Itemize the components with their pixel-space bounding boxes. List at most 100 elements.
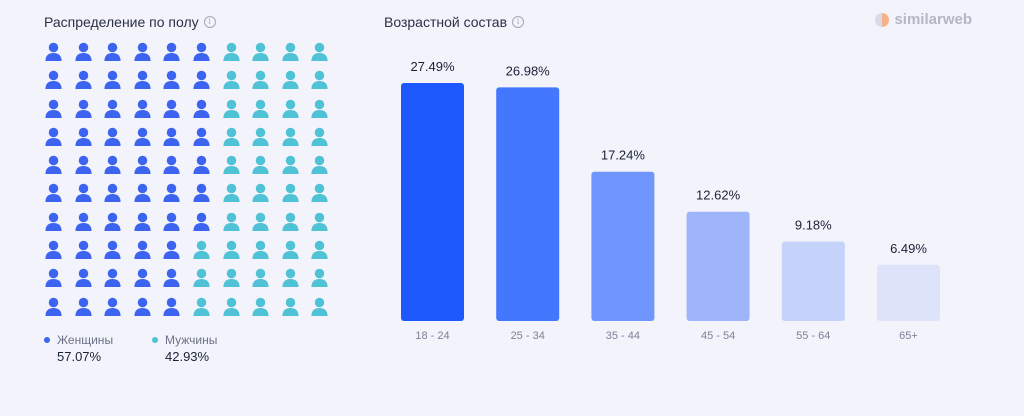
person-icon-women: [163, 184, 180, 203]
person-icon-men: [282, 240, 299, 260]
similarweb-logo-icon: [875, 12, 890, 27]
person-icon-women: [134, 184, 151, 203]
person-icon-women: [193, 155, 210, 175]
person-icon-women: [75, 99, 92, 118]
person-icon-women: [134, 240, 151, 260]
age-bar-value-label: 17.24%: [601, 148, 646, 163]
person-icon-men: [222, 184, 240, 203]
person-icon-men: [311, 42, 328, 61]
person-icon-men: [193, 240, 210, 260]
age-category-label: 18 - 24: [415, 330, 449, 342]
person-icon-women: [104, 269, 121, 288]
person-icon-men: [193, 297, 210, 316]
person-icon-men: [252, 127, 269, 146]
person-icon-women: [163, 155, 180, 175]
person-icon-women: [193, 184, 210, 203]
person-icon-women: [45, 71, 62, 90]
person-icon-men: [252, 99, 269, 118]
person-icon-women: [163, 269, 180, 288]
person-icon-men: [222, 269, 240, 288]
legend-women: Женщины 57.07%: [44, 333, 113, 364]
person-icon-women: [104, 240, 121, 260]
person-icon-women: [104, 155, 121, 175]
age-bar-0[interactable]: [401, 83, 464, 321]
age-bar-value-label: 12.62%: [696, 188, 741, 203]
person-icon-men: [282, 155, 299, 175]
person-icon-women: [45, 99, 62, 118]
age-bar-2[interactable]: [591, 171, 655, 321]
person-icon-men: [311, 297, 328, 316]
person-icon-women: [193, 71, 210, 90]
age-bar-4[interactable]: [781, 241, 845, 321]
age-bar-3[interactable]: [686, 211, 750, 321]
person-icon-women: [75, 269, 92, 288]
person-icon-men: [252, 155, 269, 175]
person-icon-women: [45, 184, 62, 203]
person-icon-women: [75, 212, 92, 231]
info-icon[interactable]: i: [512, 16, 525, 28]
person-icon-women: [134, 99, 151, 118]
person-icon-men: [282, 269, 299, 288]
age-bar-value-label: 6.49%: [890, 241, 927, 256]
person-icon-men: [222, 99, 240, 118]
person-icon-women: [163, 42, 180, 61]
person-icon-women: [163, 240, 180, 260]
person-icon-men: [193, 269, 210, 288]
person-icon-women: [45, 297, 62, 316]
person-icon-women: [193, 99, 210, 118]
person-icon-women: [163, 127, 180, 146]
legend-women-label: Женщины: [57, 333, 114, 347]
age-bar-5[interactable]: [877, 264, 940, 321]
age-category-label: 45 - 54: [701, 330, 735, 342]
person-icon-men: [282, 297, 299, 316]
age-title-text: Возрастной состав: [384, 14, 508, 30]
person-icon-women: [45, 240, 62, 260]
gender-title: Распределение по полу i: [44, 14, 216, 30]
info-icon[interactable]: i: [203, 16, 216, 28]
legend-men-dot: [152, 337, 158, 343]
person-icon-women: [75, 240, 92, 260]
person-icon-women: [45, 155, 62, 175]
person-icon-men: [222, 212, 240, 231]
person-icon-women: [75, 184, 92, 203]
age-category-label: 25 - 34: [511, 330, 545, 342]
person-icon-men: [252, 297, 269, 316]
person-icon-men: [282, 42, 299, 61]
person-icon-women: [193, 127, 210, 146]
age-bar-value-label: 27.49%: [410, 59, 455, 74]
person-icon-men: [311, 212, 328, 231]
person-icon-men: [252, 269, 269, 288]
person-icon-men: [282, 71, 299, 90]
legend-men-label: Мужчины: [165, 333, 218, 347]
person-icon-men: [252, 71, 269, 90]
person-icon-men: [311, 127, 328, 146]
person-icon-men: [282, 184, 299, 203]
age-bar-value-label: 26.98%: [506, 63, 551, 78]
person-icon-women: [45, 212, 62, 231]
person-icon-women: [134, 297, 151, 316]
person-icon-women: [163, 71, 180, 90]
person-icon-men: [252, 42, 269, 61]
similarweb-logo: similarweb: [875, 11, 972, 28]
person-icon-women: [134, 269, 151, 288]
age-category-label: 55 - 64: [796, 330, 830, 342]
person-icon-women: [134, 212, 151, 231]
age-bar-value-label: 9.18%: [795, 218, 832, 233]
person-icon-men: [282, 212, 299, 231]
age-bar-1[interactable]: [496, 87, 560, 321]
person-icon-men: [252, 240, 269, 260]
logo-text: similarweb: [894, 11, 972, 28]
person-icon-men: [311, 269, 328, 288]
person-icon-men: [311, 71, 328, 90]
person-icon-women: [163, 212, 180, 231]
person-icon-women: [75, 42, 92, 61]
person-icon-women: [104, 42, 121, 61]
person-icon-men: [282, 99, 299, 118]
legend-women-value: 57.07%: [57, 349, 102, 364]
person-icon-women: [104, 71, 121, 90]
legend-men-value: 42.93%: [165, 349, 210, 364]
person-icon-women: [104, 184, 121, 203]
person-icon-men: [252, 212, 269, 231]
person-icon-women: [104, 297, 121, 316]
